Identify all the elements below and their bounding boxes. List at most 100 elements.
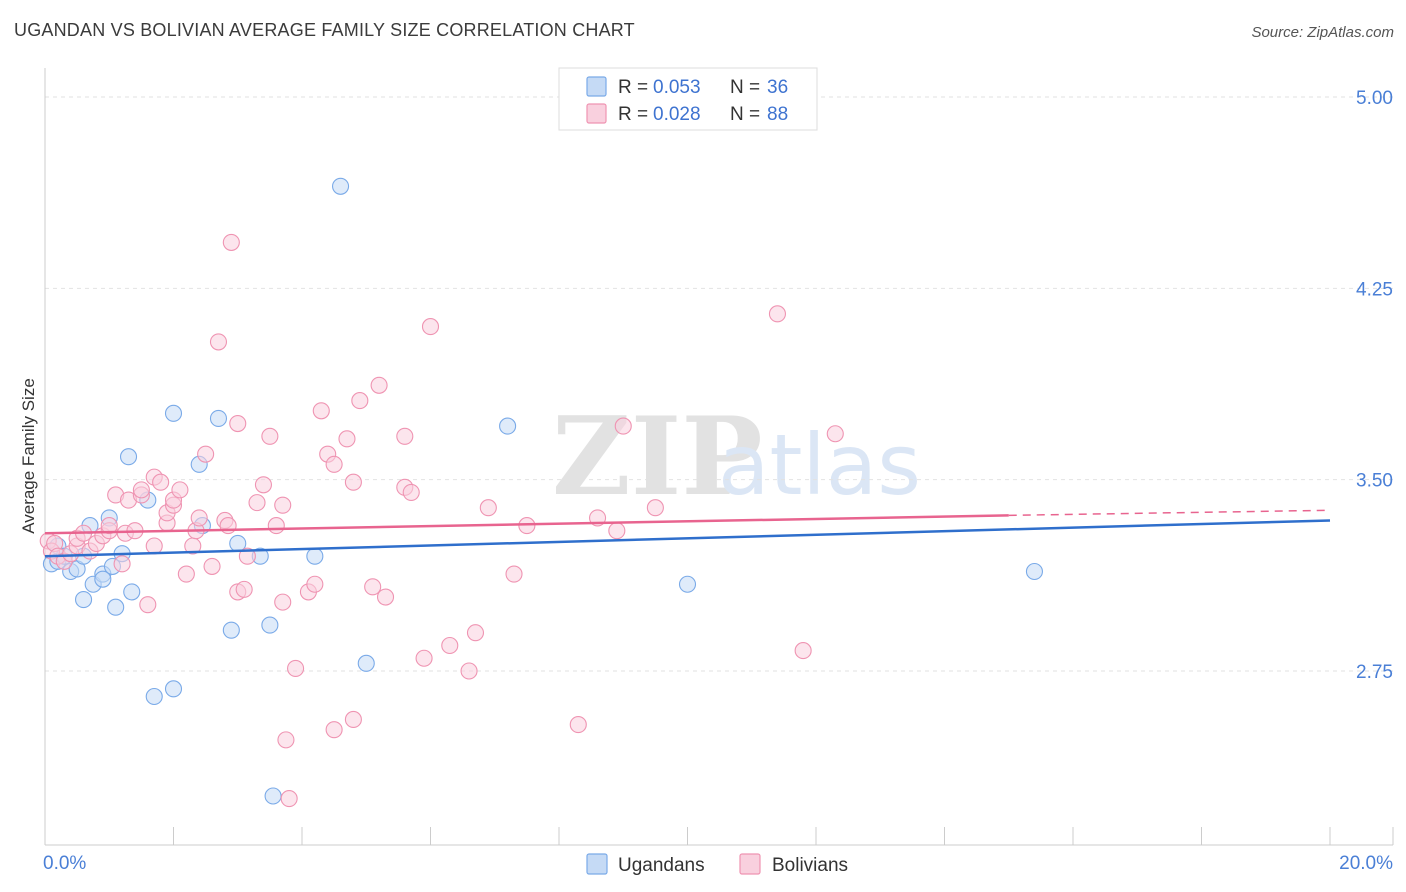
ugandan-point bbox=[164, 404, 183, 422]
series-legend-swatch-bolivians bbox=[739, 853, 761, 875]
ugandan-point bbox=[357, 654, 375, 672]
bolivian-point bbox=[402, 483, 420, 501]
bolivian-point bbox=[209, 333, 228, 351]
watermark-zip: ZIP bbox=[552, 394, 763, 520]
bolivian-point bbox=[238, 547, 256, 565]
bolivian-point bbox=[277, 731, 295, 749]
legend-swatch-ugandans bbox=[586, 76, 607, 97]
bolivian-point bbox=[132, 481, 150, 499]
bolivian-point bbox=[267, 517, 285, 535]
bolivian-point bbox=[351, 392, 369, 410]
bolivian-point bbox=[460, 662, 478, 680]
axes bbox=[44, 68, 1394, 846]
ugandan-point bbox=[499, 417, 517, 435]
legend-swatch-bolivians bbox=[586, 103, 607, 124]
bolivian-point bbox=[274, 593, 292, 611]
bolivian-point bbox=[171, 481, 189, 499]
bolivian-point bbox=[344, 710, 362, 729]
legend-r-label-bolivians: R = bbox=[618, 104, 648, 125]
ugandan-point bbox=[306, 547, 324, 565]
legend-n-label-bolivians: N = bbox=[730, 104, 760, 125]
bolivian-point bbox=[287, 659, 305, 677]
y-tick-label: 4.25 bbox=[1356, 279, 1393, 300]
bolivian-point bbox=[152, 473, 170, 491]
gridlines: 5.00 4.25 3.50 2.75 bbox=[45, 88, 1393, 683]
ugandan-point bbox=[331, 177, 350, 195]
bolivian-point bbox=[139, 596, 157, 614]
ugandan-point bbox=[261, 616, 279, 634]
bolivian-point bbox=[222, 233, 240, 251]
bolivian-point bbox=[325, 455, 343, 473]
bolivian-point bbox=[254, 476, 273, 494]
bolivian-trend-line bbox=[44, 514, 1009, 535]
legend-n-value-ugandans: 36 bbox=[767, 77, 788, 98]
y-tick-label: 2.75 bbox=[1356, 662, 1393, 683]
ugandan-point bbox=[119, 448, 138, 466]
legend-r-value-bolivians: 0.028 bbox=[653, 104, 701, 125]
y-axis-label: Average Family Size bbox=[19, 378, 38, 534]
bolivian-point bbox=[608, 522, 626, 540]
ugandan-point bbox=[264, 787, 282, 805]
bolivian-point bbox=[364, 578, 382, 596]
bolivian-point bbox=[229, 414, 247, 433]
series-legend: Ugandans Bolivians bbox=[586, 853, 848, 876]
bolivian-point bbox=[325, 721, 343, 739]
bolivian-trend-extension bbox=[1008, 509, 1331, 517]
ugandan-point bbox=[1025, 562, 1043, 581]
bolivian-point bbox=[197, 445, 215, 463]
ugandan-point bbox=[678, 575, 697, 593]
trend-lines bbox=[44, 509, 1331, 558]
bolivian-point bbox=[768, 305, 787, 323]
bolivian-point bbox=[794, 642, 812, 660]
bolivian-point bbox=[344, 473, 362, 491]
bolivian-point bbox=[614, 417, 632, 435]
bolivian-point bbox=[280, 790, 298, 808]
bolivian-point bbox=[505, 565, 523, 583]
ugandan-point bbox=[123, 583, 141, 601]
bolivian-point bbox=[190, 509, 208, 527]
bolivian-point bbox=[261, 427, 279, 445]
ugandan-point bbox=[94, 570, 112, 588]
bolivian-point bbox=[396, 427, 414, 445]
bolivian-point bbox=[466, 624, 485, 642]
bolivian-point bbox=[370, 376, 388, 394]
bolivian-point bbox=[235, 580, 253, 598]
bolivian-point bbox=[479, 499, 497, 517]
bolivian-point bbox=[415, 649, 433, 667]
ugandan-trend-line bbox=[44, 519, 1331, 558]
bolivian-point bbox=[177, 565, 195, 583]
series-legend-label-ugandans: Ugandans bbox=[618, 855, 705, 876]
bolivian-point bbox=[145, 537, 163, 555]
chart-title: UGANDAN VS BOLIVIAN AVERAGE FAMILY SIZE … bbox=[14, 20, 635, 40]
bolivian-point bbox=[338, 430, 356, 448]
ugandan-point bbox=[164, 680, 183, 698]
bolivian-point bbox=[569, 716, 587, 734]
source-credit: Source: ZipAtlas.com bbox=[1251, 24, 1394, 41]
bolivian-point bbox=[441, 636, 459, 655]
bolivian-point bbox=[306, 575, 324, 593]
stats-legend: R = 0.053 N = 36 R = 0.028 N = 88 bbox=[558, 67, 818, 131]
ugandan-point bbox=[222, 621, 240, 639]
bolivian-point bbox=[421, 318, 440, 336]
ugandan-point bbox=[107, 598, 125, 616]
bolivian-point bbox=[826, 425, 844, 443]
bolivian-point bbox=[203, 557, 221, 575]
x-tick-label-max: 20.0% bbox=[1339, 853, 1393, 874]
x-tick-label-min: 0.0% bbox=[43, 853, 86, 874]
ugandan-point bbox=[209, 409, 228, 427]
y-tick-label: 3.50 bbox=[1356, 471, 1393, 492]
legend-r-value-ugandans: 0.053 bbox=[653, 77, 701, 98]
bolivian-point bbox=[312, 402, 330, 420]
series-legend-swatch-ugandans bbox=[586, 853, 608, 875]
bolivian-point bbox=[113, 555, 131, 573]
bolivian-point bbox=[376, 588, 395, 606]
scatter-points bbox=[39, 177, 1043, 808]
legend-r-label-ugandans: R = bbox=[618, 77, 648, 98]
y-tick-label: 5.00 bbox=[1356, 88, 1393, 109]
ugandan-point bbox=[75, 591, 93, 609]
watermark-atlas: atlas bbox=[718, 416, 921, 514]
series-legend-label-bolivians: Bolivians bbox=[772, 855, 848, 876]
bolivian-point bbox=[100, 517, 118, 535]
ugandan-point bbox=[145, 687, 163, 706]
